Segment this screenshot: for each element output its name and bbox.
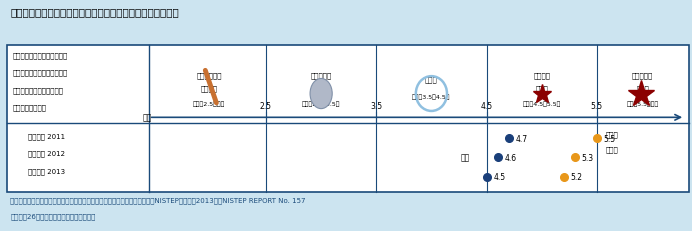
Text: 4.6: 4.6	[504, 153, 517, 162]
Text: 5.3: 5.3	[582, 153, 594, 162]
Text: 状況に問題: 状況に問題	[632, 72, 653, 79]
Text: （指数2.5未満）: （指数2.5未満）	[193, 101, 226, 107]
Text: 究機関: 究機関	[606, 146, 619, 152]
Text: （指数4.5～5.5）: （指数4.5～5.5）	[522, 101, 561, 107]
Text: 第１－２－２図／研究者の業績評価の状況（意識調査結果）: 第１－２－２図／研究者の業績評価の状況（意識調査結果）	[10, 7, 179, 17]
Text: 指数: 指数	[143, 113, 152, 122]
Text: （平成26年４月）を基に文部科学省作成: （平成26年４月）を基に文部科学省作成	[10, 213, 95, 219]
Text: 定点調査 2012: 定点調査 2012	[28, 150, 64, 157]
Text: 強い認識: 強い認識	[313, 85, 329, 91]
Text: はない: はない	[536, 85, 548, 91]
Text: て、論文のみでなく様々な: て、論文のみでなく様々な	[12, 69, 68, 76]
Text: 4.5: 4.5	[480, 102, 493, 111]
Text: 公的研: 公的研	[606, 131, 619, 137]
Text: ほぼ問題: ほぼ問題	[534, 72, 550, 79]
Text: 著しく不十分: 著しく不十分	[197, 72, 222, 79]
Text: はない: はない	[637, 85, 649, 91]
Text: （指数3.5～4.5）: （指数3.5～4.5）	[412, 94, 450, 100]
Text: 2.5: 2.5	[260, 102, 272, 111]
Text: 5.5: 5.5	[603, 134, 616, 143]
Ellipse shape	[310, 79, 332, 109]
Text: 定点調査 2013: 定点調査 2013	[28, 167, 65, 174]
Text: との認識: との認識	[201, 85, 217, 91]
Text: 4.5: 4.5	[493, 172, 506, 181]
Text: 5.2: 5.2	[571, 172, 583, 181]
FancyBboxPatch shape	[7, 46, 689, 192]
Text: 定点調査 2011: 定点調査 2011	[28, 133, 65, 139]
Text: 不十分: 不十分	[425, 76, 438, 82]
Text: 4.7: 4.7	[516, 134, 528, 143]
Text: 問　研究者の業績評価におい: 問 研究者の業績評価におい	[12, 52, 68, 58]
Text: 資料：科学技術・学術政策研究所「科学技術の状況に係る総合的意識調査（NISTEP定点調査2013）」NISTEP REPORT No. 157: 資料：科学技術・学術政策研究所「科学技術の状況に係る総合的意識調査（NISTEP…	[10, 196, 306, 203]
Text: 観点からの評価が充分に: 観点からの評価が充分に	[12, 87, 64, 93]
Text: 不十分との: 不十分との	[311, 72, 331, 79]
Text: （指数2.5～3.5）: （指数2.5～3.5）	[302, 101, 340, 107]
Text: （指数5.5以上）: （指数5.5以上）	[626, 101, 659, 107]
Text: 行われているか: 行われているか	[12, 104, 46, 110]
Text: 5.5: 5.5	[591, 102, 603, 111]
Text: 大学: 大学	[461, 153, 470, 162]
Text: 3.5: 3.5	[370, 102, 383, 111]
